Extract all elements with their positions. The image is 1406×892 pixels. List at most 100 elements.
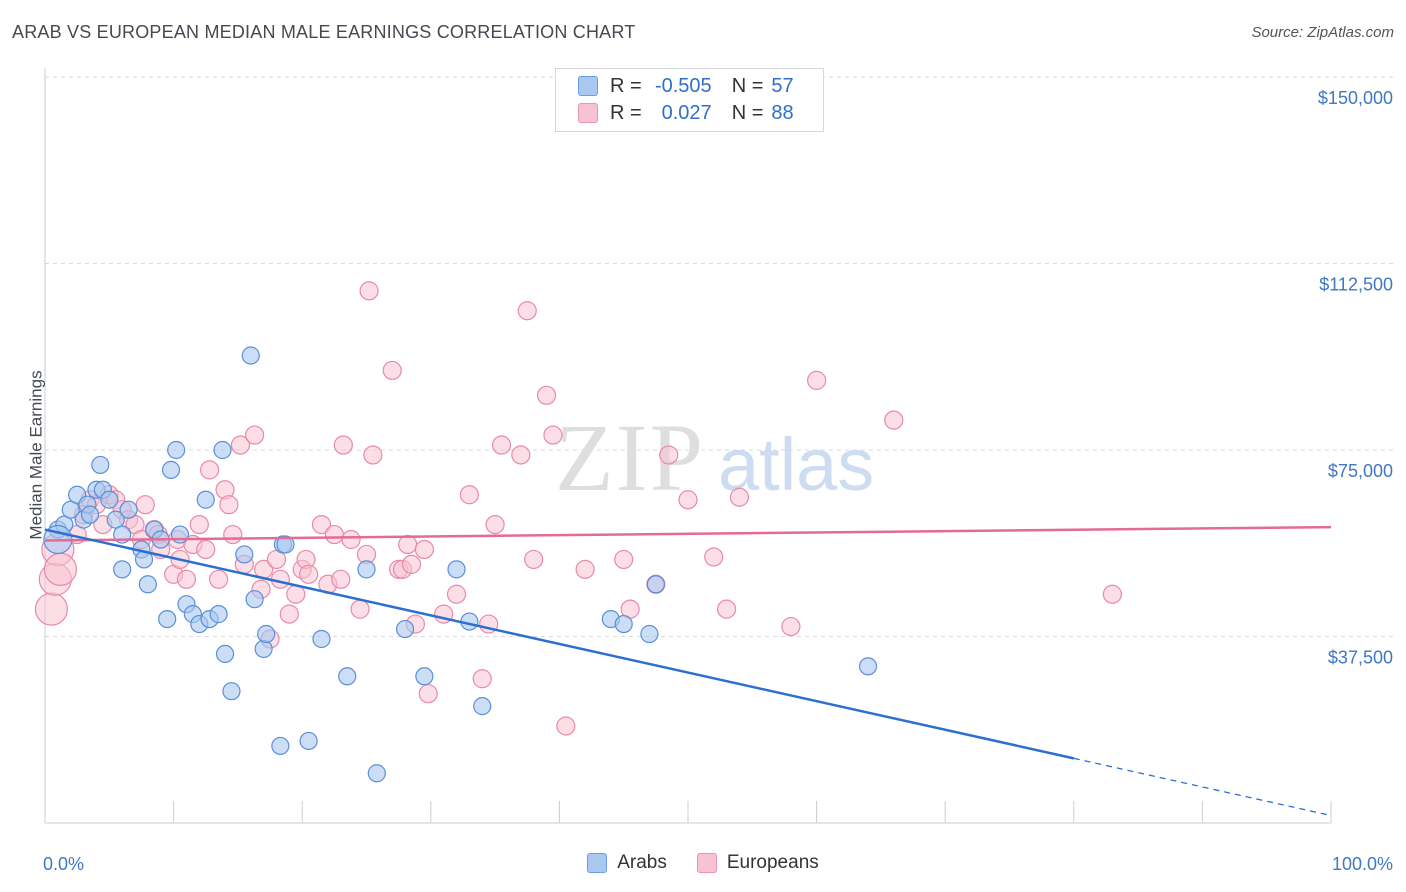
- point-europeans: [135, 495, 155, 515]
- legend-swatch-europeans: [578, 103, 598, 123]
- chart-title: ARAB VS EUROPEAN MEDIAN MALE EARNINGS CO…: [12, 22, 636, 42]
- legend-swatch-europeans: [696, 853, 717, 873]
- point-arabs: [167, 440, 186, 460]
- point-europeans: [245, 425, 265, 445]
- trend-line-europeans: [44, 525, 1332, 542]
- point-europeans: [472, 669, 492, 689]
- legend-item-europeans: Europeans: [696, 852, 819, 874]
- point-europeans: [446, 584, 467, 604]
- x-tick-label: 100.0%: [1332, 854, 1393, 874]
- y-tick-label: $75,000: [1328, 461, 1393, 481]
- point-arabs: [858, 657, 878, 676]
- point-europeans: [716, 599, 737, 619]
- point-europeans: [223, 524, 243, 545]
- chart-source: Source: ZipAtlas.com: [1251, 24, 1394, 41]
- point-arabs: [196, 490, 215, 509]
- point-europeans: [363, 445, 383, 465]
- watermark-zip: ZIP: [555, 404, 705, 511]
- point-europeans: [517, 301, 537, 321]
- y-axis-label: Median Male Earnings: [26, 370, 46, 540]
- point-arabs: [100, 490, 119, 509]
- point-arabs: [312, 629, 331, 649]
- tick-labels: $37,500 $75,000 $112,500 $150,000 0.0% 100.0%: [43, 88, 1393, 874]
- point-arabs: [213, 440, 232, 460]
- point-europeans: [729, 487, 750, 507]
- point-europeans: [414, 539, 434, 560]
- point-arabs: [80, 505, 100, 524]
- point-arabs: [640, 624, 659, 644]
- legend-n-value-arabs: 57: [771, 74, 794, 97]
- point-europeans: [219, 495, 239, 515]
- point-arabs: [646, 575, 665, 594]
- point-europeans: [485, 514, 505, 535]
- series-legend: Arabs Europeans: [0, 852, 1406, 874]
- point-arabs: [299, 731, 318, 751]
- legend-item-arabs: Arabs: [587, 852, 667, 874]
- point-arabs: [209, 605, 228, 624]
- point-europeans: [491, 435, 512, 455]
- legend-r-value-europeans: 0.027: [661, 101, 712, 124]
- point-arabs: [245, 590, 264, 609]
- point-europeans: [659, 445, 679, 465]
- point-europeans: [311, 514, 332, 535]
- series-arabs-points: [43, 346, 878, 783]
- point-europeans: [524, 549, 544, 570]
- point-arabs: [254, 639, 273, 659]
- legend-label-arabs: Arabs: [617, 852, 667, 873]
- point-europeans: [575, 559, 595, 579]
- point-arabs: [473, 697, 492, 716]
- point-europeans: [806, 370, 827, 390]
- point-europeans: [884, 410, 904, 430]
- correlation-legend: R = -0.505 N = 57 R = 0.027 N = 88: [555, 68, 824, 132]
- point-arabs: [338, 667, 357, 686]
- point-europeans: [176, 569, 197, 589]
- trend-line-arabs: [44, 528, 1075, 760]
- point-europeans: [704, 547, 724, 567]
- point-arabs: [222, 682, 241, 701]
- legend-r-label: R =: [610, 101, 642, 124]
- point-europeans: [331, 569, 351, 589]
- y-tick-label: $150,000: [1318, 88, 1393, 108]
- y-tick-label: $112,500: [1319, 275, 1393, 295]
- legend-n-label: N =: [731, 101, 764, 124]
- point-arabs: [235, 545, 254, 564]
- point-europeans: [556, 716, 576, 736]
- point-europeans: [43, 552, 78, 586]
- point-europeans: [536, 385, 557, 405]
- point-europeans: [279, 604, 299, 624]
- point-arabs: [257, 624, 276, 644]
- point-europeans: [401, 554, 422, 574]
- trend-lines: [44, 525, 1332, 817]
- point-europeans: [209, 569, 229, 589]
- point-europeans: [459, 485, 479, 505]
- point-arabs: [614, 614, 633, 634]
- point-europeans: [511, 445, 531, 465]
- point-arabs: [161, 460, 181, 479]
- point-europeans: [614, 549, 634, 570]
- point-arabs: [395, 619, 415, 639]
- legend-n-label: N =: [731, 74, 764, 97]
- point-europeans: [382, 360, 402, 381]
- point-arabs: [447, 560, 466, 579]
- legend-swatch-arabs: [578, 76, 598, 96]
- watermark: ZIP atlas: [555, 404, 874, 511]
- point-arabs: [215, 644, 235, 664]
- point-arabs: [357, 560, 376, 579]
- point-arabs: [158, 609, 177, 629]
- point-europeans: [359, 281, 379, 301]
- point-arabs: [276, 535, 295, 554]
- point-arabs: [113, 560, 132, 579]
- point-europeans: [200, 460, 220, 480]
- point-europeans: [418, 684, 438, 704]
- legend-row-europeans: R = 0.027 N = 88: [578, 101, 794, 125]
- point-europeans: [324, 524, 344, 545]
- point-europeans: [189, 514, 209, 535]
- point-europeans: [543, 425, 563, 445]
- point-arabs: [138, 575, 157, 594]
- point-arabs: [241, 346, 260, 365]
- x-tick-label: 0.0%: [43, 854, 84, 874]
- point-europeans: [398, 534, 418, 555]
- point-arabs: [415, 667, 434, 686]
- point-europeans: [350, 599, 370, 619]
